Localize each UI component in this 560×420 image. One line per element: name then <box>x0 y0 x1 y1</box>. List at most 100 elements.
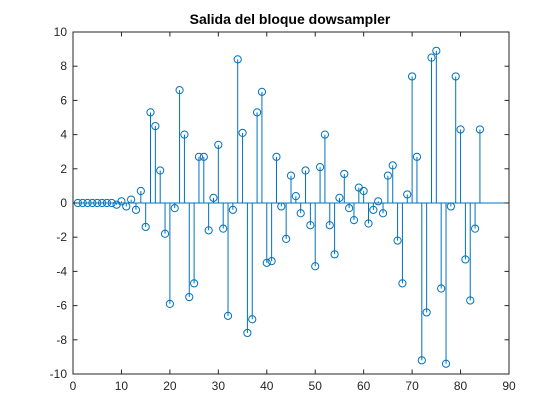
stem-point <box>97 198 107 208</box>
x-tick-label: 10 <box>115 379 129 393</box>
y-tick-label: 4 <box>60 128 67 142</box>
stem-marker <box>131 205 141 214</box>
stem-marker <box>466 296 475 305</box>
stem-marker <box>451 72 460 81</box>
stem-point <box>170 203 179 213</box>
stem-marker <box>461 255 470 264</box>
stem-point <box>306 203 315 230</box>
stem-point <box>475 125 485 203</box>
stem-point <box>311 203 320 271</box>
stem-point <box>214 140 223 203</box>
stem-point <box>102 198 112 208</box>
stem-marker <box>190 279 199 288</box>
y-tick-label: -10 <box>50 367 68 381</box>
stem-marker <box>175 86 184 95</box>
stem-point <box>374 197 383 206</box>
stem-point <box>417 203 426 365</box>
stem-marker <box>272 152 281 161</box>
stem-point <box>165 203 174 308</box>
y-tick-label: -2 <box>56 230 67 244</box>
stem-point <box>437 203 446 293</box>
stem-point <box>378 203 388 218</box>
stem-point <box>194 152 204 203</box>
stem-point <box>296 203 305 218</box>
y-tick-label: 0 <box>60 196 67 210</box>
stem-marker <box>228 205 237 214</box>
stem-point <box>199 152 208 203</box>
stem-point <box>257 87 267 203</box>
stem-point <box>349 203 359 225</box>
stem-marker <box>136 186 145 196</box>
stem-point <box>233 55 242 203</box>
x-tick-label: 80 <box>454 379 468 393</box>
stem-marker <box>127 195 136 204</box>
stem-point <box>238 128 247 203</box>
x-tick-label: 50 <box>309 379 323 393</box>
stem-marker <box>417 356 426 365</box>
stem-marker <box>291 192 300 201</box>
stem-marker <box>165 299 174 308</box>
stem-marker <box>408 72 417 81</box>
stem-marker <box>88 198 97 208</box>
stem-marker <box>412 152 422 161</box>
stem-point <box>262 203 271 267</box>
stem-point <box>432 46 441 203</box>
stem-marker <box>296 209 305 218</box>
stem-point <box>470 203 480 233</box>
stem-marker <box>185 292 194 302</box>
stem-point <box>141 203 150 232</box>
stem-point <box>219 203 228 233</box>
stem-marker <box>320 130 330 139</box>
y-tick-label: 2 <box>60 162 67 176</box>
stem-marker <box>286 171 296 180</box>
stem-point <box>88 198 97 208</box>
stem-point <box>398 203 407 288</box>
stem-marker <box>340 169 349 179</box>
x-tick-label: 70 <box>405 379 419 393</box>
stem-marker <box>349 216 359 225</box>
stem-marker <box>93 198 102 208</box>
x-tick-label: 90 <box>502 379 516 393</box>
stem-marker <box>252 108 262 117</box>
stem-point <box>403 190 412 203</box>
stem-point <box>131 203 141 214</box>
stem-marker <box>282 234 291 244</box>
stem-marker <box>446 202 455 211</box>
stem-point <box>156 166 165 203</box>
stem-marker <box>141 222 150 232</box>
stem-point <box>412 152 422 203</box>
stem-point <box>175 86 184 203</box>
stem-marker <box>238 128 247 137</box>
stem-marker <box>267 257 276 266</box>
stem-marker <box>301 166 310 175</box>
y-tick-label: -8 <box>56 333 67 347</box>
stem-point <box>180 130 189 203</box>
stem-point <box>223 203 233 320</box>
stem-point <box>451 72 460 203</box>
stem-point <box>78 198 87 208</box>
stem-marker <box>393 236 402 245</box>
stem-point <box>427 53 436 203</box>
stem-marker <box>248 315 257 324</box>
stem-point <box>160 203 170 238</box>
stem-marker <box>437 284 446 293</box>
stem-marker <box>97 198 107 208</box>
stem-point <box>286 171 296 203</box>
stem-point <box>83 198 92 208</box>
x-tick-label: 20 <box>163 379 177 393</box>
stem-point <box>127 195 136 204</box>
stem-point <box>248 203 257 324</box>
stem-marker <box>243 328 252 338</box>
stem-marker <box>146 108 155 117</box>
stem-marker <box>199 152 208 161</box>
stem-marker <box>151 121 160 131</box>
stem-point <box>466 203 475 305</box>
stem-marker <box>345 204 354 213</box>
stem-point <box>277 202 286 211</box>
y-tick-label: 8 <box>60 59 67 73</box>
stem-point <box>151 121 160 203</box>
stem-marker <box>160 229 170 238</box>
stem-marker <box>398 279 407 288</box>
stem-marker <box>223 311 233 320</box>
stem-marker <box>233 55 242 64</box>
